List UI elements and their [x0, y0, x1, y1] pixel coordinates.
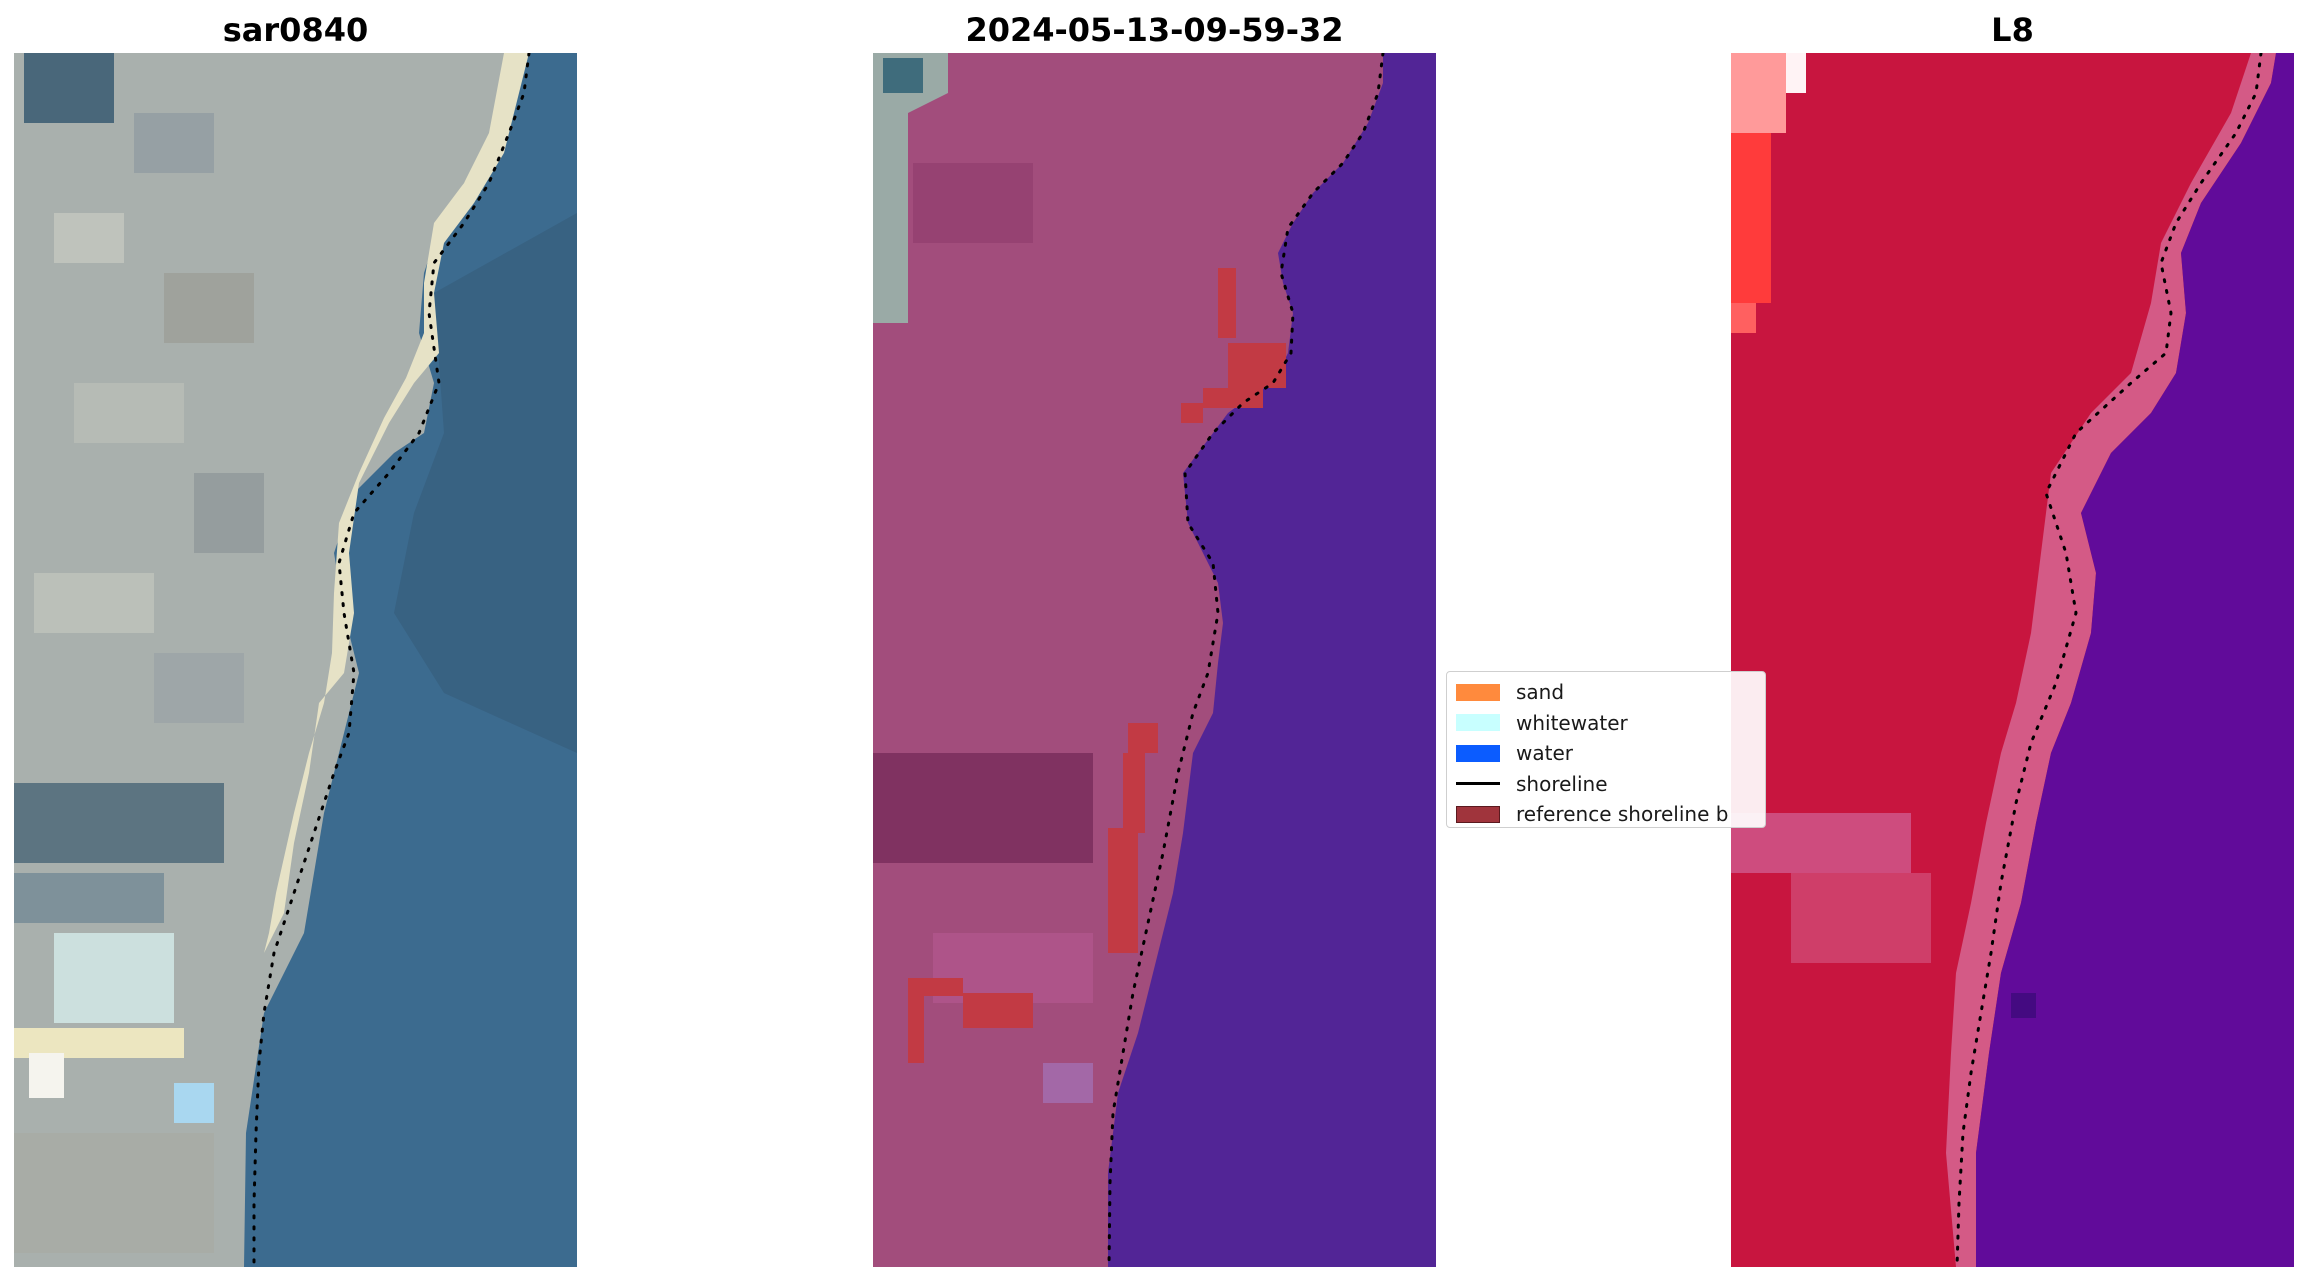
panel-title-rgb: sar0840	[222, 11, 369, 49]
legend-swatch-reference-shoreline	[1456, 805, 1500, 823]
legend-label-sand: sand	[1516, 680, 1565, 705]
classification-panel	[873, 53, 1436, 1267]
rgb-image	[14, 53, 577, 1267]
l8-panel	[1731, 53, 2294, 1267]
legend-label-whitewater: whitewater	[1516, 710, 1628, 735]
legend-swatch-sand	[1456, 683, 1500, 701]
legend-label-reference-shoreline: reference shoreline b	[1516, 802, 1729, 827]
legend-label-shoreline: shoreline	[1516, 771, 1608, 796]
legend-item-sand: sand	[1456, 677, 1765, 708]
legend-label-water: water	[1516, 741, 1573, 766]
legend-swatch-whitewater	[1456, 714, 1500, 732]
legend: sand whitewater water shoreline referenc…	[1446, 671, 1766, 828]
legend-item-shoreline: shoreline	[1456, 769, 1765, 800]
classification-image	[873, 53, 1436, 1267]
legend-swatch-shoreline	[1456, 775, 1500, 792]
panel-title-classification: 2024-05-13-09-59-32	[965, 11, 1344, 49]
legend-swatch-water	[1456, 744, 1500, 762]
legend-item-reference-shoreline: reference shoreline b	[1456, 799, 1765, 827]
rgb-image-panel	[14, 53, 577, 1267]
l8-image	[1731, 53, 2294, 1267]
legend-item-whitewater: whitewater	[1456, 708, 1765, 739]
legend-item-water: water	[1456, 738, 1765, 769]
panel-title-l8: L8	[1991, 11, 2034, 49]
